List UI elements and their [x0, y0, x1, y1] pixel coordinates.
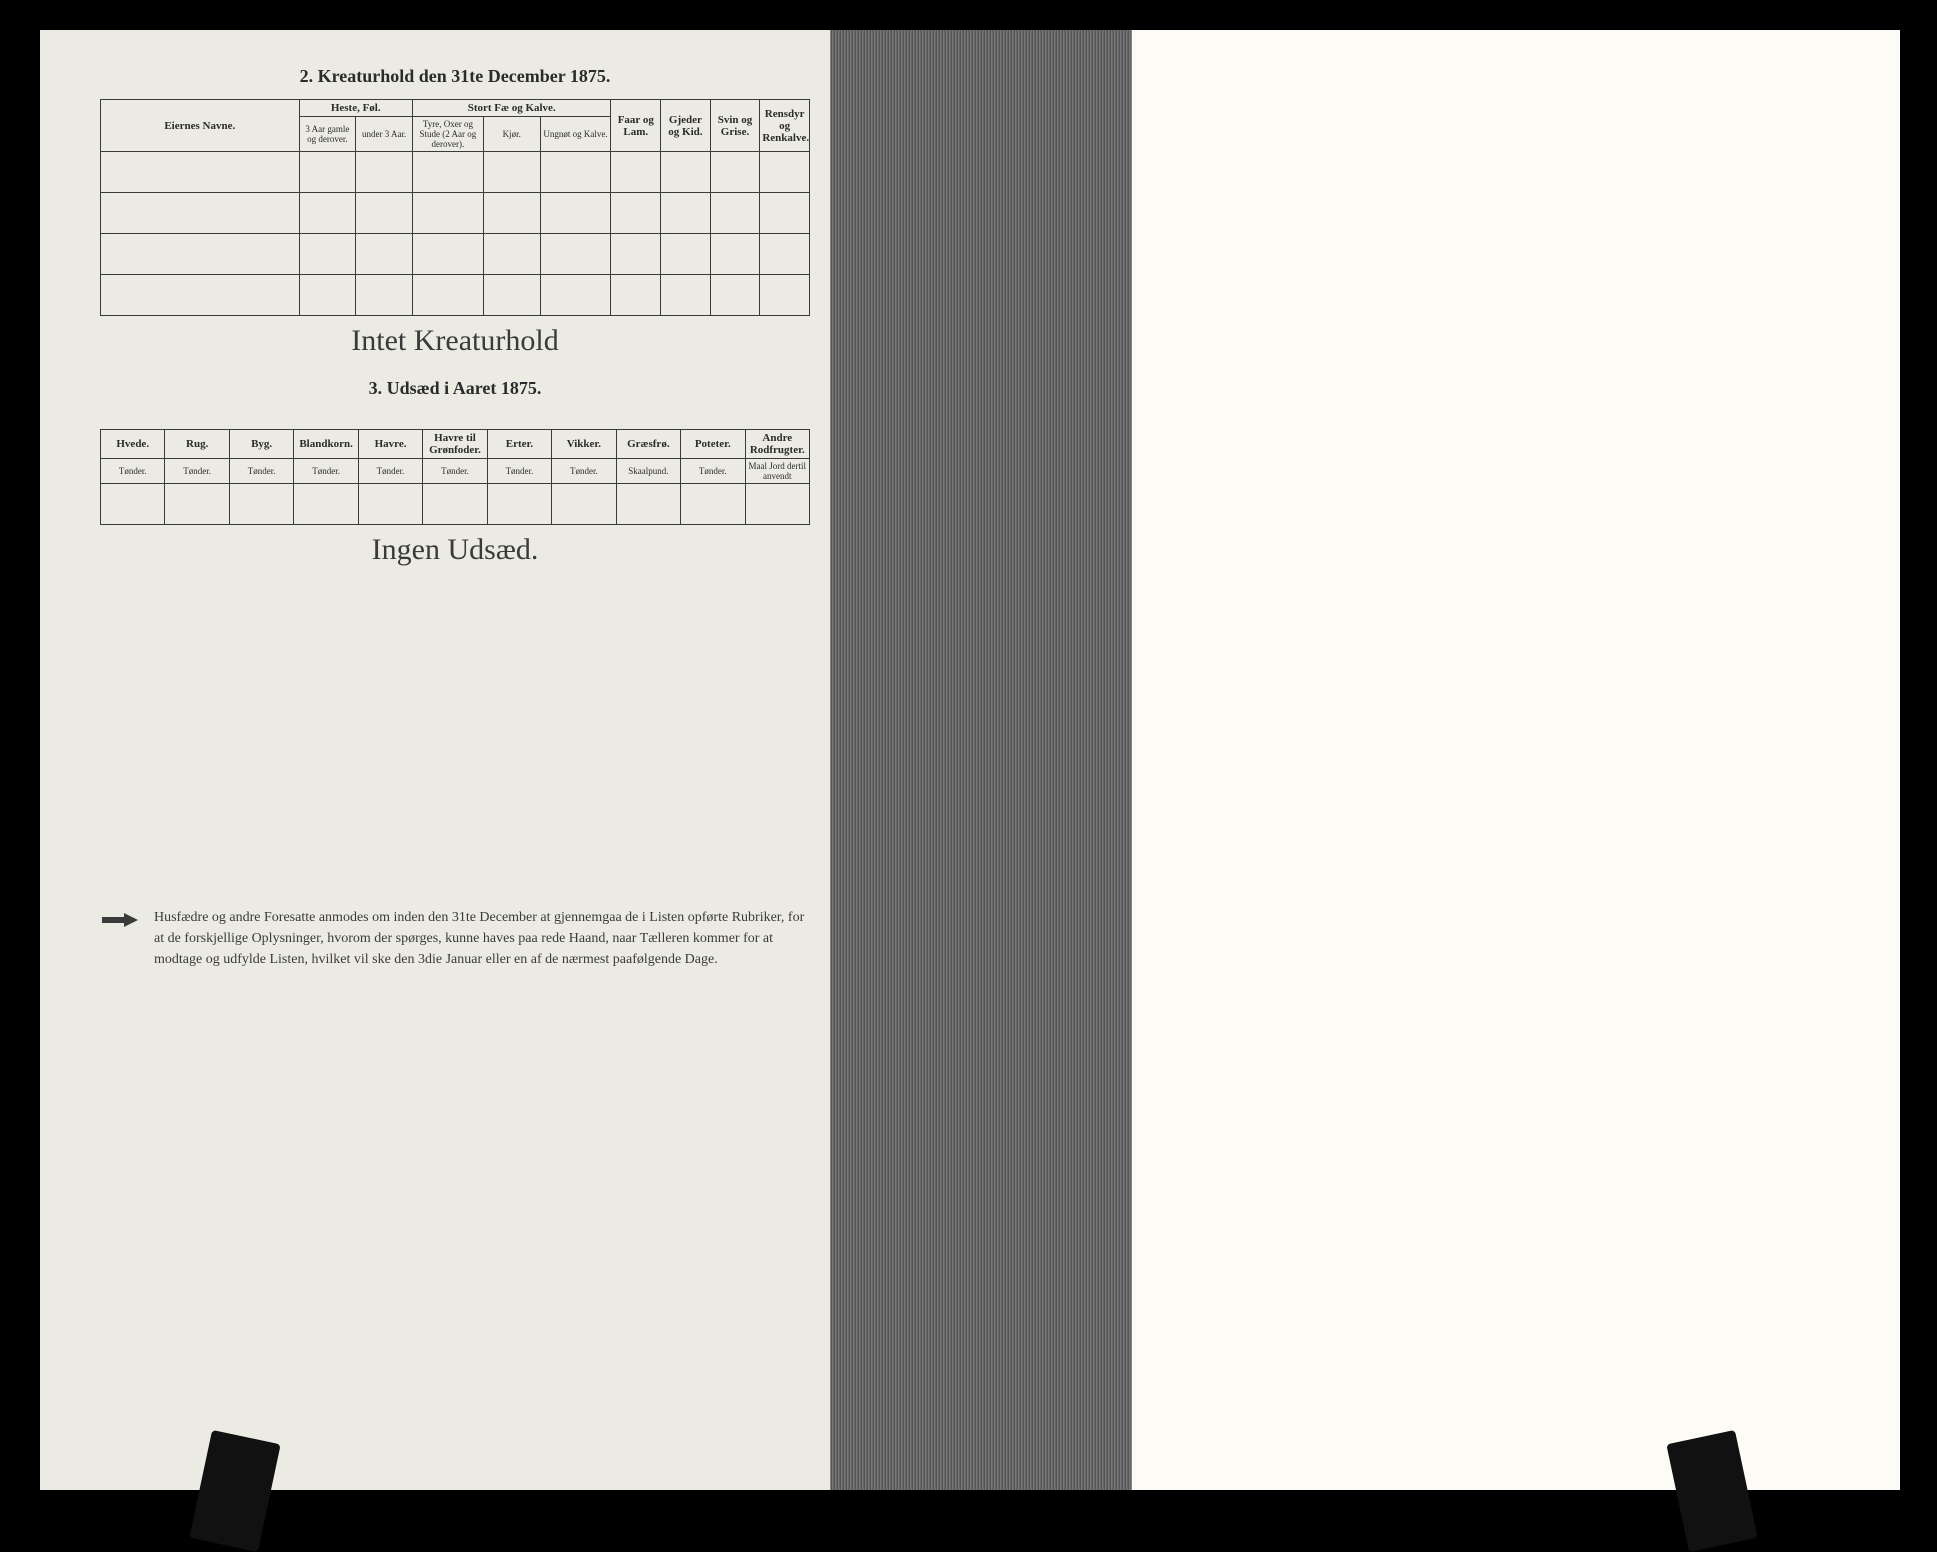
col-havre: Havre.	[358, 430, 422, 459]
footnote: Husfædre og andre Foresatte anmodes om i…	[100, 907, 810, 970]
col-rug: Rug.	[165, 430, 229, 459]
sub-tonder: Tønder.	[423, 459, 487, 484]
col-sf-sub2: Kjør.	[483, 117, 540, 152]
sub-tonder: Tønder.	[294, 459, 358, 484]
col-blandkorn: Blandkorn.	[294, 430, 358, 459]
sub-tonder: Tønder.	[681, 459, 745, 484]
sub-maal: Maal Jord dertil anvendt	[745, 459, 809, 484]
col-stortfae: Stort Fæ og Kalve.	[412, 100, 611, 117]
sub-tonder: Tønder.	[358, 459, 422, 484]
table-row	[101, 275, 810, 316]
book-spine	[830, 30, 1132, 1490]
table-row	[101, 234, 810, 275]
col-byg: Byg.	[229, 430, 293, 459]
section3-handwriting: Ingen Udsæd.	[100, 533, 810, 567]
col-hvede: Hvede.	[101, 430, 165, 459]
sub-tonder: Tønder.	[229, 459, 293, 484]
col-sf-sub1: Tyre, Oxer og Stude (2 Aar og derover).	[412, 117, 483, 152]
sub-tonder: Tønder.	[101, 459, 165, 484]
col-poteter: Poteter.	[681, 430, 745, 459]
section2-handwriting: Intet Kreaturhold	[100, 324, 810, 358]
kreaturhold-table: Eiernes Navne. Heste, Føl. Stort Fæ og K…	[100, 99, 810, 316]
col-andre: Andre Rodfrugter.	[745, 430, 809, 459]
sub-tonder: Tønder.	[487, 459, 551, 484]
col-rensdyr: Rensdyr og Renkalve.	[760, 100, 810, 152]
col-havregron: Havre til Grønfoder.	[423, 430, 487, 459]
open-book: 2. Kreaturhold den 31te December 1875. E…	[40, 30, 1900, 1490]
section3-title: 3. Udsæd i Aaret 1875.	[100, 378, 810, 399]
udsaed-table: Hvede. Rug. Byg. Blandkorn. Havre. Havre…	[100, 429, 810, 525]
left-page: 2. Kreaturhold den 31te December 1875. E…	[40, 30, 830, 1490]
table-row	[101, 484, 810, 525]
pointing-hand-icon	[100, 907, 140, 933]
col-owner: Eiernes Navne.	[101, 100, 300, 152]
col-sf-sub3: Ungnøt og Kalve.	[540, 117, 611, 152]
col-faar: Faar og Lam.	[611, 100, 661, 152]
col-svin: Svin og Grise.	[710, 100, 760, 152]
col-gjeder: Gjeder og Kid.	[661, 100, 711, 152]
col-vikker: Vikker.	[552, 430, 616, 459]
sub-tonder: Tønder.	[165, 459, 229, 484]
col-erter: Erter.	[487, 430, 551, 459]
sub-tonder: Tønder.	[552, 459, 616, 484]
footnote-text: Husfædre og andre Foresatte anmodes om i…	[154, 907, 810, 970]
table-row	[101, 152, 810, 193]
col-graesfro: Græsfrø.	[616, 430, 680, 459]
sub-skaalpund: Skaalpund.	[616, 459, 680, 484]
col-heste: Heste, Føl.	[299, 100, 412, 117]
col-heste-sub2: under 3 Aar.	[356, 117, 413, 152]
right-page-blank	[1132, 30, 1900, 1490]
col-heste-sub1: 3 Aar gamle og derover.	[299, 117, 356, 152]
table-row	[101, 193, 810, 234]
section2-title: 2. Kreaturhold den 31te December 1875.	[100, 66, 810, 87]
